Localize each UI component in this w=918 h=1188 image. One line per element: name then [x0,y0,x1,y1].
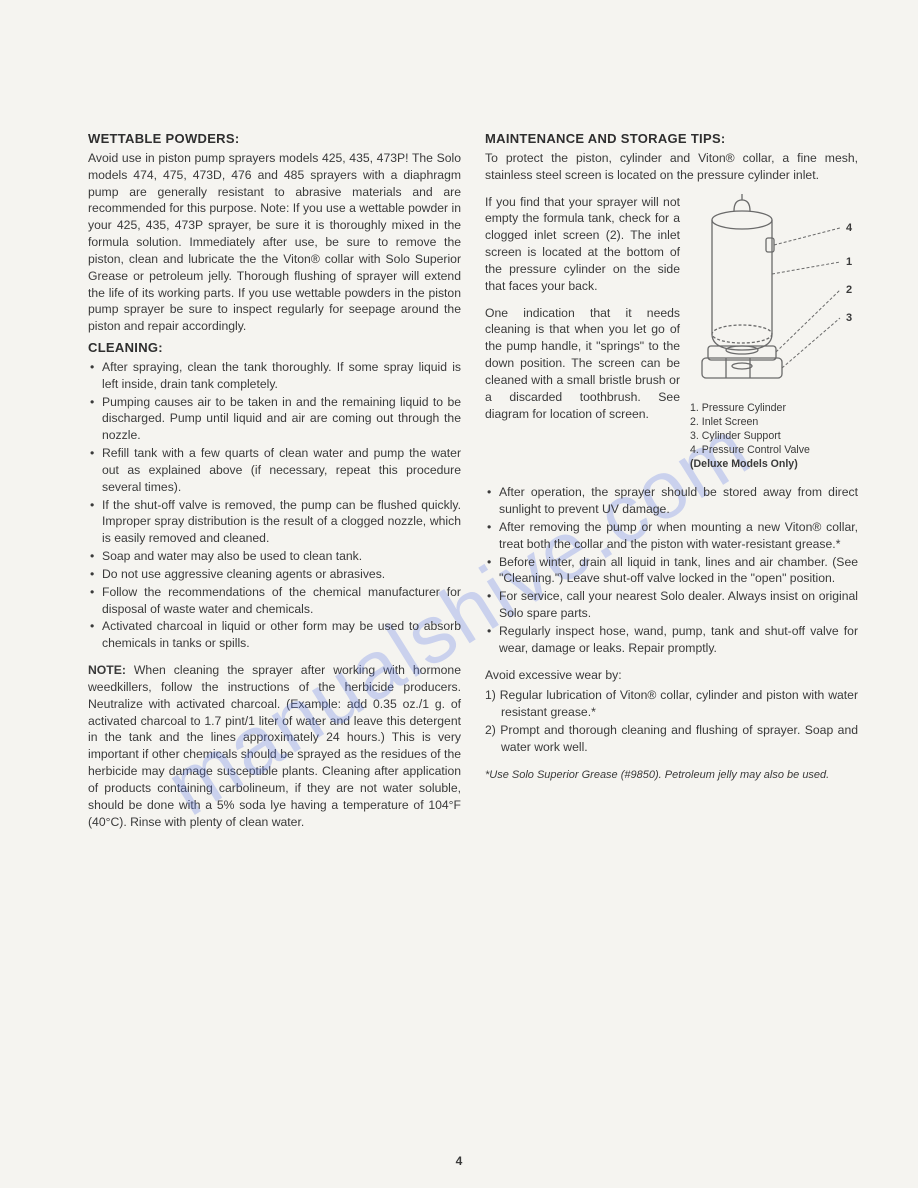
legend-item: (Deluxe Models Only) [690,458,858,472]
diagram-label-2: 2 [846,284,852,296]
diagram-container: 4 1 2 3 1. Pressure Cylinder 2. Inlet Sc… [690,194,858,473]
diagram-label-1: 1 [846,256,852,268]
note-label: NOTE: [88,663,126,677]
list-item: After operation, the sprayer should be s… [485,484,858,518]
legend-item: 4. Pressure Control Valve [690,444,858,458]
list-item: For service, call your nearest Solo deal… [485,588,858,622]
list-item: Activated charcoal in liquid or other fo… [88,618,461,652]
note-text: When cleaning the sprayer after working … [88,663,461,828]
list-item: 1) Regular lubrication of Viton® collar,… [485,687,858,721]
list-item: If the shut-off valve is removed, the pu… [88,497,461,547]
legend-bold: (Deluxe Models Only) [690,458,798,470]
heading-maintenance: MAINTENANCE AND STORAGE TIPS: [485,130,858,148]
content-columns: WETTABLE POWDERS: Avoid use in piston pu… [88,130,858,830]
list-item: Regularly inspect hose, wand, pump, tank… [485,623,858,657]
numbered-list: 1) Regular lubrication of Viton® collar,… [485,687,858,755]
list-item: Before winter, drain all liquid in tank,… [485,554,858,588]
heading-wettable-powders: WETTABLE POWDERS: [88,130,461,148]
list-item: Soap and water may also be used to clean… [88,548,461,565]
legend-item: 3. Cylinder Support [690,430,858,444]
list-item: Follow the recommendations of the chemic… [88,584,461,618]
cylinder-diagram: 4 1 2 3 [690,194,858,394]
wettable-paragraph: Avoid use in piston pump sprayers models… [88,150,461,335]
page-number: 4 [456,1154,463,1168]
right-column: MAINTENANCE AND STORAGE TIPS: To protect… [485,130,858,830]
diagram-label-4: 4 [846,222,853,234]
heading-cleaning: CLEANING: [88,339,461,357]
list-item: Pumping causes air to be taken in and th… [88,394,461,444]
left-column: WETTABLE POWDERS: Avoid use in piston pu… [88,130,461,830]
avoid-heading: Avoid excessive wear by: [485,667,858,684]
legend-item: 1. Pressure Cylinder [690,402,858,416]
diagram-wrap: 4 1 2 3 1. Pressure Cylinder 2. Inlet Sc… [485,194,858,477]
diagram-legend: 1. Pressure Cylinder 2. Inlet Screen 3. … [690,402,858,472]
list-item: After removing the pump or when mounting… [485,519,858,553]
note-paragraph: NOTE: When cleaning the sprayer after wo… [88,662,461,830]
list-item: 2) Prompt and thorough cleaning and flus… [485,722,858,756]
list-item: Refill tank with a few quarts of clean w… [88,445,461,495]
cleaning-list: After spraying, clean the tank thoroughl… [88,359,461,652]
list-item: After spraying, clean the tank thoroughl… [88,359,461,393]
list-item: Do not use aggressive cleaning agents or… [88,566,461,583]
footnote: *Use Solo Superior Grease (#9850). Petro… [485,768,858,783]
diagram-label-3: 3 [846,312,852,324]
legend-item: 2. Inlet Screen [690,416,858,430]
maintenance-list: After operation, the sprayer should be s… [485,484,858,656]
maintenance-intro: To protect the piston, cylinder and Vito… [485,150,858,184]
